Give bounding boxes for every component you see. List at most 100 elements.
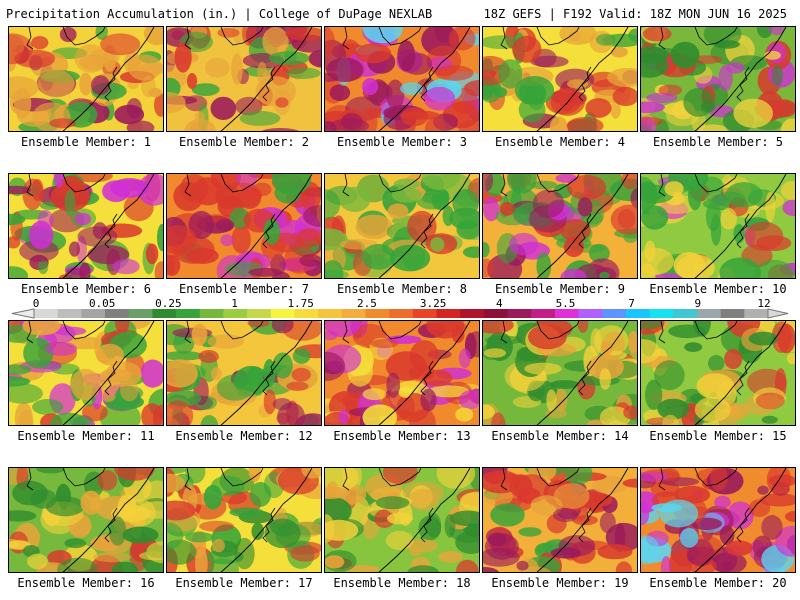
precip-blob: [726, 403, 751, 419]
precip-blob: [442, 205, 454, 227]
precip-blob: [286, 381, 309, 391]
precip-blob: [389, 244, 431, 272]
precip-blob: [253, 182, 272, 197]
precip-blob: [210, 96, 237, 120]
precip-blob: [385, 530, 414, 551]
precip-blob: [512, 35, 542, 63]
precip-blob: [212, 539, 225, 553]
precip-blob: [185, 468, 206, 484]
precip-blob: [654, 360, 685, 391]
precip-blob: [552, 507, 579, 523]
precip-blob: [184, 118, 216, 131]
precip-blob: [610, 46, 628, 58]
precip-map: [9, 468, 163, 572]
precip-blob: [229, 507, 265, 518]
precip-blob: [59, 27, 77, 43]
precip-blob: [577, 321, 589, 333]
precip-blob: [326, 57, 364, 82]
precip-blob: [23, 337, 54, 369]
member-label: Ensemble Member: 20: [649, 576, 787, 590]
coastline: [62, 27, 155, 131]
lake-outline: [342, 321, 422, 344]
precip-blob: [768, 27, 785, 36]
precip-blob: [327, 481, 338, 495]
precip-blob: [564, 468, 593, 485]
bay-outline: [578, 66, 592, 102]
precip-blob: [325, 555, 345, 569]
lake-outline: [658, 174, 738, 197]
precip-blob: [14, 49, 56, 68]
precip-blob: [744, 221, 784, 251]
precip-blob: [275, 97, 289, 108]
precip-blob: [455, 407, 474, 422]
ensemble-panel: [8, 467, 164, 573]
precip-blob: [599, 512, 616, 534]
precip-blob: [167, 243, 187, 258]
precip-blob: [733, 224, 745, 244]
precip-blob: [438, 551, 463, 563]
precip-blob: [69, 241, 80, 257]
precip-blob: [235, 96, 263, 116]
precip-blob: [145, 243, 159, 265]
precip-blob: [272, 398, 292, 411]
precip-blob: [452, 189, 479, 217]
bay-outline: [736, 213, 750, 249]
precip-blob: [397, 40, 416, 72]
coastline: [536, 174, 629, 278]
precip-blob: [27, 553, 48, 570]
precip-blob: [710, 214, 722, 246]
precip-blob: [456, 219, 479, 240]
precip-map: [167, 468, 321, 572]
colorbar-swatch: [105, 309, 130, 318]
precip-blob: [157, 223, 163, 252]
precip-blob: [700, 101, 716, 113]
colorbar-tick-label: 4: [495, 297, 503, 310]
precip-blob: [198, 350, 219, 363]
coastline: [378, 468, 471, 572]
colorbar-swatch: [81, 309, 106, 318]
precip-blob: [708, 355, 725, 372]
precip-blob: [754, 259, 795, 278]
precip-blob: [726, 501, 754, 530]
precip-blob: [555, 174, 578, 183]
precip-blob: [340, 113, 363, 130]
precip-blob: [498, 59, 523, 89]
precip-blob: [167, 522, 184, 550]
precip-blob: [684, 342, 703, 352]
precip-blob: [154, 261, 163, 278]
precip-blob: [509, 232, 539, 256]
ensemble-panel: [8, 320, 164, 426]
member-label: Ensemble Member: 18: [333, 576, 471, 590]
precip-blob: [75, 212, 92, 226]
precip-blob: [516, 560, 529, 571]
precip-blob: [555, 388, 568, 412]
precip-blob: [167, 473, 185, 493]
precip-blob: [630, 187, 637, 209]
colorbar-swatch: [389, 309, 414, 318]
precip-blob: [406, 539, 438, 553]
precip-blob: [382, 468, 418, 485]
precip-blob: [325, 260, 344, 278]
bay-outline: [578, 360, 592, 396]
member-label: Ensemble Member: 14: [491, 429, 629, 443]
bay-outline: [578, 213, 592, 249]
precip-blob: [79, 72, 93, 96]
precip-blob: [420, 388, 437, 412]
lake-outline: [26, 174, 106, 197]
colorbar-swatch: [176, 309, 201, 318]
member-label: Ensemble Member: 4: [494, 135, 626, 149]
precip-blob: [549, 116, 568, 131]
colorbar-tick-label: 9: [694, 297, 702, 310]
precip-blob: [546, 389, 557, 412]
coastline: [536, 27, 629, 131]
bay-outline: [262, 66, 276, 102]
lake-outline: [184, 321, 264, 344]
precip-blob: [722, 561, 734, 570]
coastline: [220, 321, 313, 425]
bay-outline: [104, 507, 118, 543]
ensemble-panel: [640, 320, 796, 426]
precip-blob: [530, 180, 558, 190]
precip-blob: [524, 362, 562, 375]
precip-blob: [325, 351, 346, 381]
precip-blob: [362, 388, 387, 401]
